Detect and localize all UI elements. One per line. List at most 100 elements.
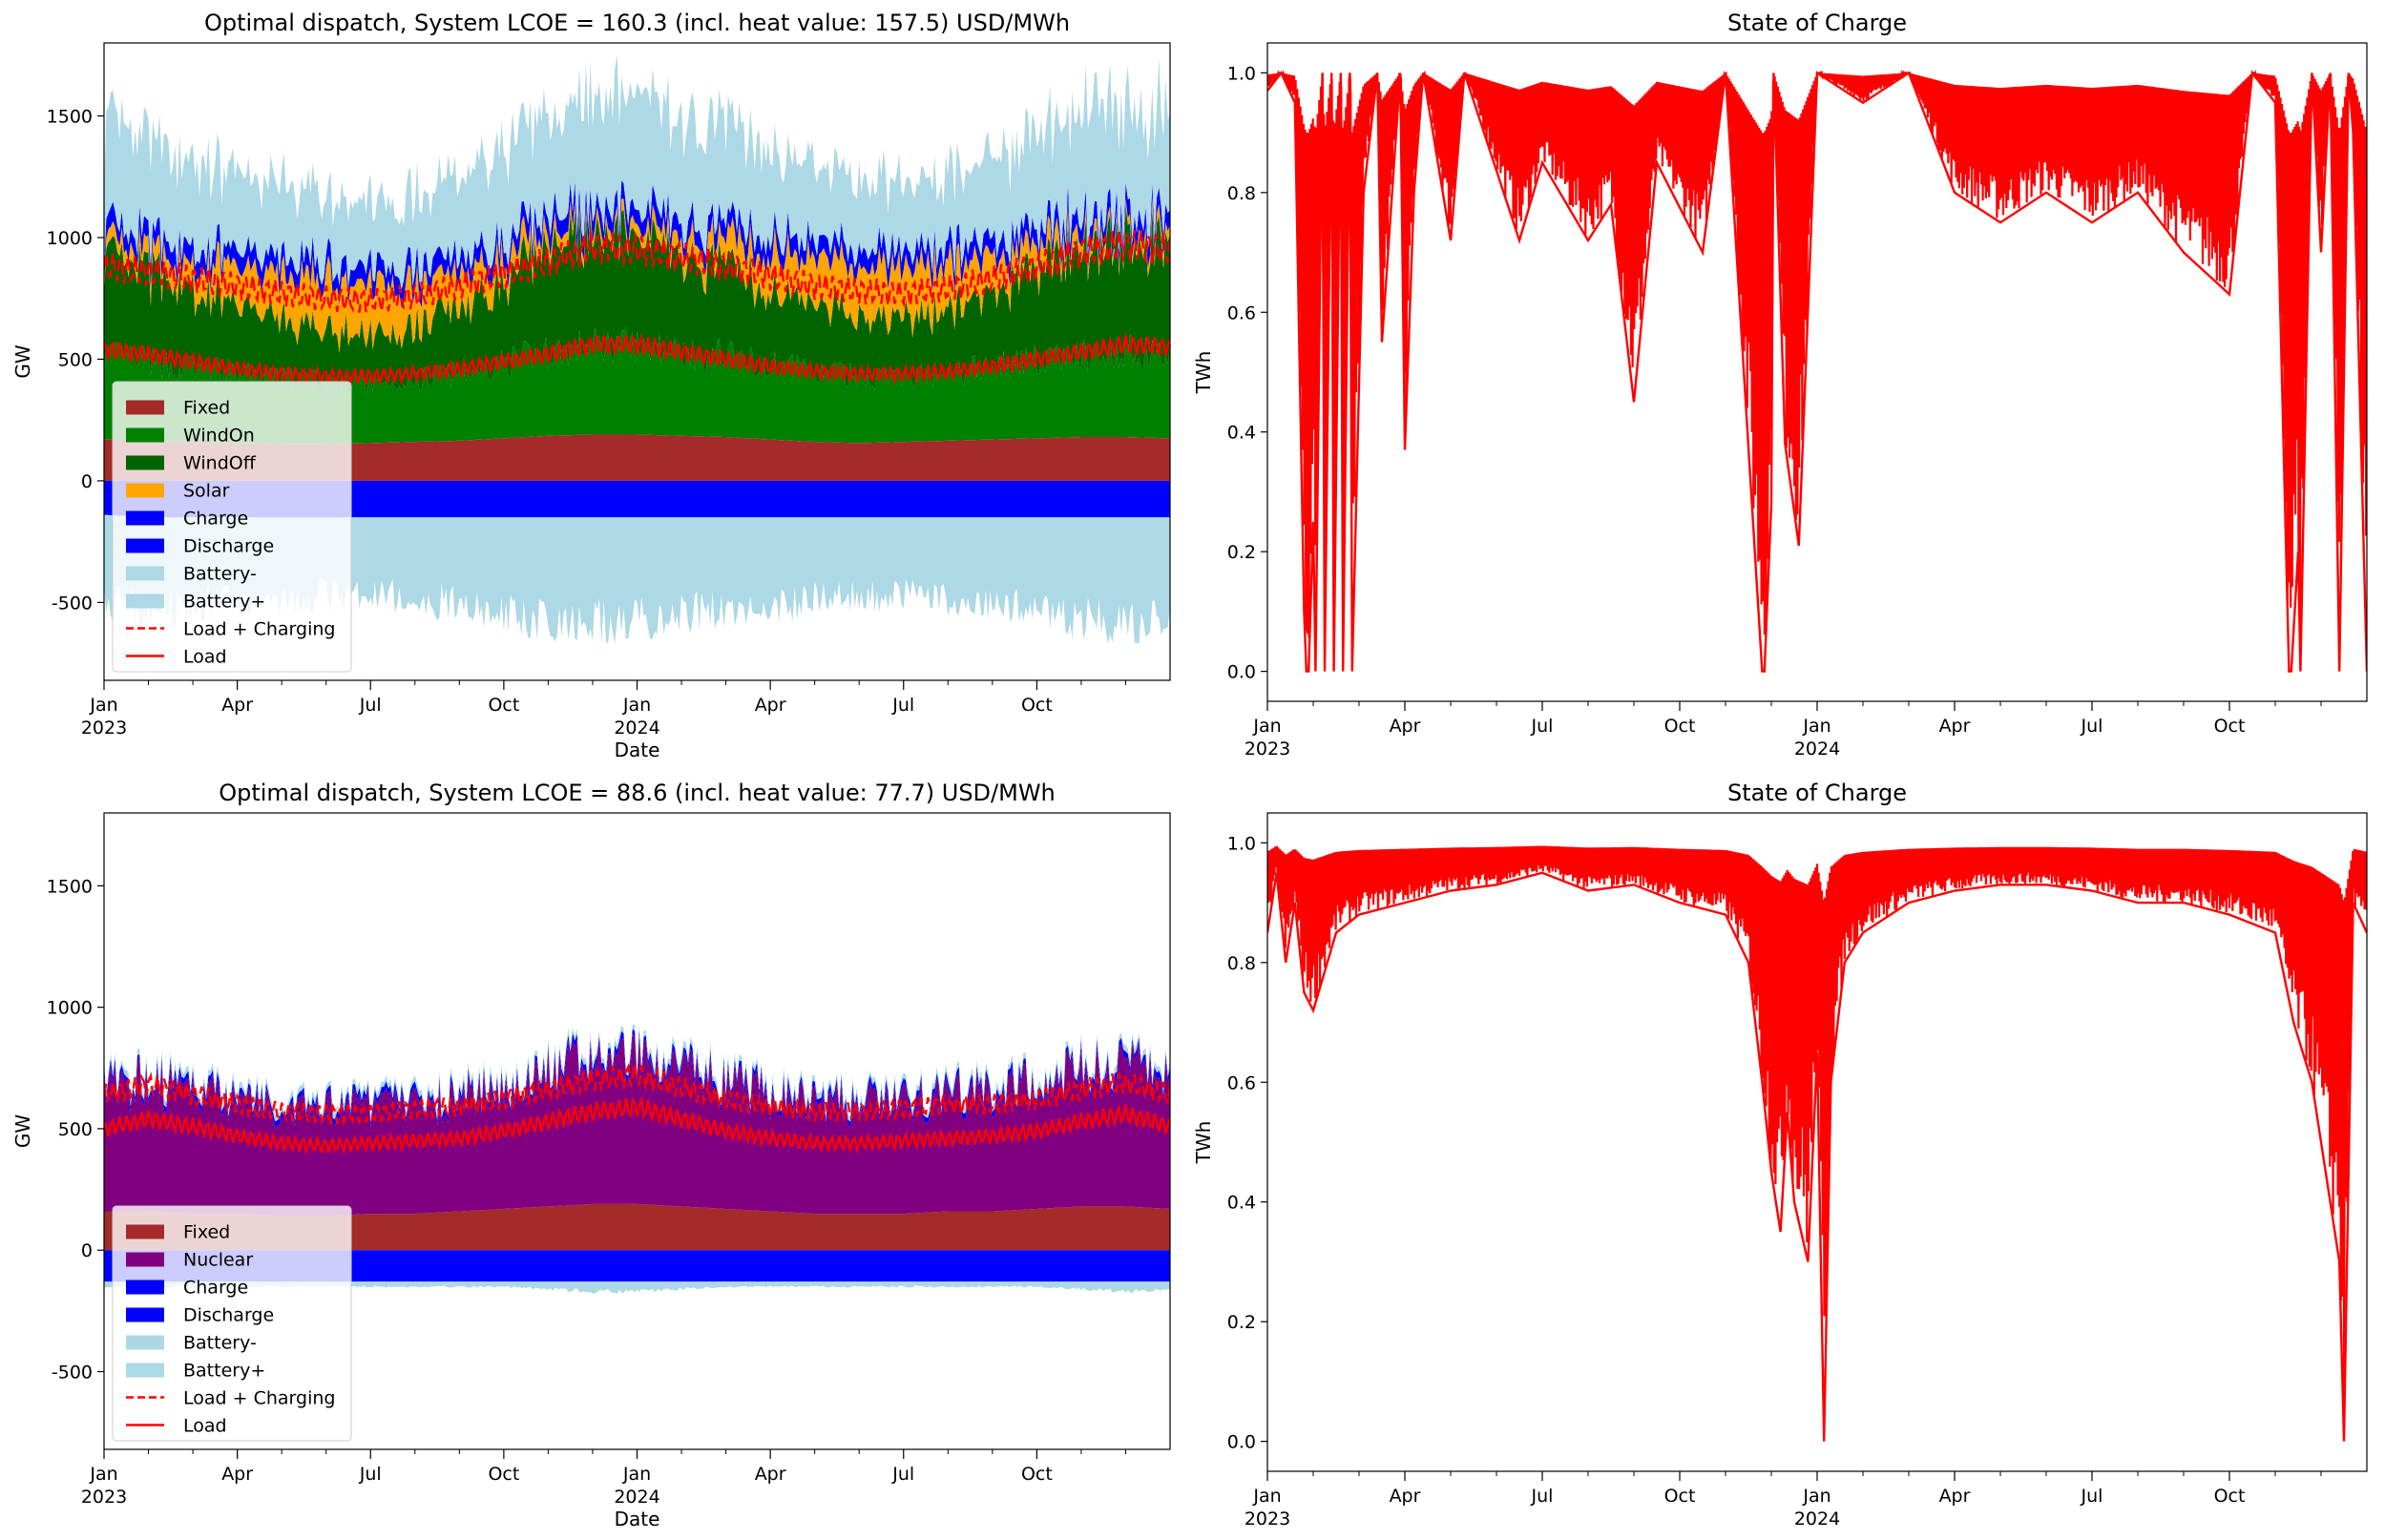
plot-layer (104, 1024, 1170, 1294)
legend-label: Discharge (183, 1305, 274, 1326)
x-tick-label: Apr (1390, 716, 1421, 737)
soc-envelope (1267, 871, 2367, 1442)
x-tick-label: Apr (221, 695, 253, 716)
area-battery- (104, 1281, 1170, 1294)
legend-label: Battery+ (183, 1361, 265, 1382)
x-tick-label: Jul (2081, 1486, 2103, 1507)
x-tick-year-label: 2024 (1794, 1509, 1840, 1530)
area-discharge (104, 180, 1170, 309)
y-tick-label: 0 (81, 471, 93, 492)
x-tick-label: Jul (891, 695, 914, 716)
x-tick-label: Jan (1802, 716, 1831, 737)
x-tick-label: Jul (1531, 1486, 1554, 1507)
x-tick-label: Jan (1802, 1486, 1831, 1507)
legend-label: Load + Charging (183, 619, 335, 640)
area-discharge (104, 1029, 1170, 1128)
area-charge (104, 1250, 1170, 1282)
area-charge (104, 480, 1170, 518)
legend-label: Load + Charging (183, 1388, 335, 1409)
x-tick-label: Oct (2214, 716, 2246, 737)
x-tick-label: Apr (1939, 716, 1971, 737)
soc-line (1267, 845, 2367, 1399)
x-tick-label: Jul (359, 1464, 382, 1485)
area-nuclear (104, 1033, 1170, 1217)
legend-label: Fixed (183, 398, 230, 419)
x-tick-label: Apr (1939, 1486, 1971, 1507)
y-tick-label: 0.0 (1227, 662, 1256, 683)
x-tick-label: Apr (1390, 1486, 1421, 1507)
area-windoff (104, 204, 1170, 396)
chart-title: Optimal dispatch, System LCOE = 88.6 (in… (219, 780, 1056, 806)
area-battery- (104, 54, 1170, 290)
area-windon (104, 326, 1170, 445)
x-tick-label: Jan (622, 695, 651, 716)
legend-label: Solar (183, 481, 230, 502)
y-axis-label: TWh (1192, 351, 1215, 395)
legend-swatch (126, 1363, 164, 1378)
legend-label: Nuclear (183, 1250, 253, 1271)
x-axis-label: Date (615, 1508, 660, 1530)
x-tick-label: Oct (1664, 1486, 1696, 1507)
legend-label: WindOn (183, 426, 255, 447)
x-tick-label: Jul (359, 695, 382, 716)
y-tick-label: 1.0 (1227, 833, 1256, 854)
legend-swatch (126, 400, 164, 415)
x-tick-year-label: 2023 (1245, 1509, 1290, 1530)
y-axis-label: GW (11, 1114, 34, 1148)
legend-swatch (126, 538, 164, 553)
x-tick-label: Jul (1531, 716, 1554, 737)
y-tick-label: 0.8 (1227, 953, 1256, 974)
legend-label: Battery+ (183, 592, 265, 613)
x-tick-label: Apr (221, 1464, 253, 1485)
area-fixed (104, 1203, 1170, 1251)
legend-box (112, 381, 352, 673)
x-tick-label: Oct (488, 1464, 519, 1485)
area-solar (104, 196, 1170, 353)
x-tick-label: Apr (755, 695, 786, 716)
y-axis-label: GW (11, 344, 34, 378)
legend-label: Battery- (183, 1333, 257, 1354)
x-tick-year-label: 2024 (614, 1487, 659, 1508)
plot-layer (104, 54, 1170, 645)
chart-title: Optimal dispatch, System LCOE = 160.3 (i… (204, 10, 1070, 36)
legend-swatch (126, 566, 164, 581)
x-tick-label: Jul (891, 1464, 914, 1485)
chart-title: State of Charge (1727, 10, 1907, 36)
legend-swatch (126, 1335, 164, 1350)
x-tick-label: Jan (89, 1464, 117, 1485)
chart-title: State of Charge (1727, 780, 1907, 806)
y-tick-label: 1500 (47, 876, 93, 897)
x-axis-label: Date (615, 739, 660, 761)
x-tick-label: Jan (89, 695, 117, 716)
legend-swatch (126, 455, 164, 470)
x-tick-year-label: 2023 (1245, 739, 1290, 760)
y-tick-label: 0.2 (1227, 1312, 1256, 1333)
x-tick-label: Jan (1252, 1486, 1281, 1507)
y-tick-label: 500 (58, 349, 93, 370)
x-tick-label: Jul (2081, 716, 2103, 737)
x-tick-label: Oct (2214, 1486, 2246, 1507)
y-tick-label: 0 (81, 1240, 93, 1261)
y-tick-label: 0.6 (1227, 302, 1256, 323)
line-load (104, 332, 1170, 387)
legend-label: Charge (183, 1278, 248, 1299)
y-tick-label: 1.0 (1227, 63, 1256, 84)
y-tick-label: 0.8 (1227, 183, 1256, 204)
line-load-charging (104, 230, 1170, 314)
y-tick-label: 500 (58, 1119, 93, 1140)
y-tick-label: 0.0 (1227, 1432, 1256, 1453)
x-tick-label: Jan (1252, 716, 1281, 737)
legend-swatch (126, 427, 164, 443)
y-tick-label: -500 (52, 593, 93, 614)
legend-swatch (126, 1307, 164, 1322)
legend-swatch (126, 1224, 164, 1239)
legend-label: Load (183, 1416, 227, 1437)
legend-label: Charge (183, 509, 248, 530)
legend-swatch (126, 593, 164, 609)
y-tick-label: 0.2 (1227, 542, 1256, 563)
